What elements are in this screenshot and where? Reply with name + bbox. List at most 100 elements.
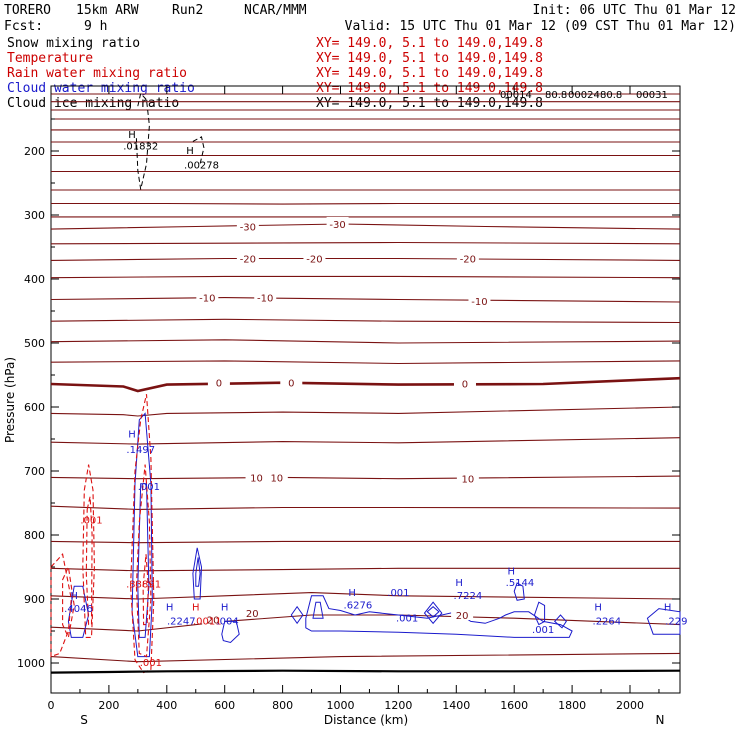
contour-annotation: H <box>192 603 200 614</box>
isotherm-label-bg <box>207 375 230 388</box>
isotherm-line <box>50 257 681 261</box>
contour-annotation: H <box>166 603 174 614</box>
field-legend: Snow mixing ratio XY= 149.0, 5.1 to 149.… <box>7 36 543 111</box>
cloud-water-contour <box>305 595 573 638</box>
field-range: XY= 149.0, 5.1 to 149.0,149.8 <box>316 81 543 96</box>
y-tick-label: 400 <box>24 273 45 286</box>
model-config: 15km ARW <box>76 3 139 18</box>
contour-annotation: H <box>594 603 602 614</box>
contour-annotation: H <box>221 603 229 614</box>
contour-annotation: .001 <box>396 613 418 624</box>
contour-annotation: .2247 <box>167 617 196 628</box>
isotherm-label: 10 <box>250 473 263 484</box>
isotherm-label: -10 <box>257 294 273 305</box>
south-label: S <box>80 713 88 727</box>
isotherm-line <box>50 567 680 572</box>
run-name: Run2 <box>172 3 203 18</box>
isotherm-label-bg <box>468 293 491 306</box>
field-name: Cloud ice mixing ratio <box>7 96 179 111</box>
rain-contour <box>82 464 95 638</box>
contour-annotation: H <box>455 578 463 589</box>
isotherm-label: 20 <box>456 611 469 622</box>
x-tick-label: 400 <box>156 699 177 712</box>
contour-annotation: H <box>348 588 356 599</box>
field-range: XY= 149.0, 5.1 to 149.0,149.8 <box>316 36 543 51</box>
x-tick-label: 2000 <box>616 699 644 712</box>
isotherm-label-bg <box>326 216 349 229</box>
isotherm-line <box>50 275 681 279</box>
y-tick-label: 900 <box>24 593 45 606</box>
isotherm-label: 20 <box>246 609 259 620</box>
isotherm-line <box>50 339 681 344</box>
isotherm-label-bg <box>236 219 259 232</box>
isotherm-label-bg <box>456 251 479 264</box>
isotherm-line <box>50 652 681 663</box>
field-name: Cloud water mixing ratio <box>7 81 195 96</box>
model-name: TORERO <box>4 3 51 18</box>
contour-annotation: H <box>186 146 194 157</box>
overlap-label: 80.8 <box>600 90 622 101</box>
isotherm-label: -10 <box>199 294 215 305</box>
rain-contour <box>142 554 149 626</box>
isotherm-line <box>50 475 681 480</box>
fcst-label: Fcst: <box>4 19 43 34</box>
cloud-water-contour <box>423 601 443 625</box>
cloud-water-contours <box>67 412 681 658</box>
overlap-label: 00031 <box>636 90 668 101</box>
source-name: NCAR/MMM <box>244 3 307 18</box>
y-tick-label: 200 <box>24 145 45 158</box>
isotherm-label-bg <box>254 290 277 303</box>
contour-labels: -30 -30 -20 -20 -20 -10 -10 -10 0 0 0 10 10 10 20 20 20 <box>196 216 491 626</box>
contour-annotation: .2264 <box>593 617 622 628</box>
contour-annotation: .001 <box>532 625 554 636</box>
x-tick-label: 0 <box>48 699 55 712</box>
isotherm-line <box>51 202 680 205</box>
rain-contour <box>62 565 75 640</box>
isotherm-label-bg <box>280 375 303 388</box>
isotherm-label-bg <box>241 606 264 619</box>
field-name: Temperature <box>7 51 93 66</box>
contour-annotation: .001 <box>387 588 409 599</box>
x-tick-label: 1000 <box>327 699 355 712</box>
x-axis-label: Distance (km) <box>324 713 408 727</box>
isotherm-label: -30 <box>329 220 345 231</box>
contour-annotation: H <box>508 567 516 578</box>
isotherm-label-bg <box>303 251 326 264</box>
isotherm-label-bg <box>202 612 225 625</box>
isotherm-label: 0 <box>462 379 468 390</box>
cloud-water-contour <box>533 601 546 626</box>
isotherm-label: -20 <box>306 255 322 266</box>
y-tick-label: 500 <box>24 337 45 350</box>
contour-annotation: .00278 <box>184 160 219 171</box>
isotherm-label: -20 <box>460 255 476 266</box>
cloud-water-contour <box>312 601 324 619</box>
snow-contour <box>192 136 205 164</box>
contour-annotation: .1497 <box>126 445 155 456</box>
isotherm-line <box>50 592 681 600</box>
cloud-water-contour <box>137 483 150 638</box>
plot-frame <box>50 85 681 694</box>
rain-contour <box>130 394 155 674</box>
contour-annotation: .0011 <box>193 617 222 628</box>
isotherm-line <box>50 297 681 303</box>
snow-contours <box>135 92 205 190</box>
isotherm-line <box>50 406 681 417</box>
field-name: Snow mixing ratio <box>7 36 140 51</box>
cloud-water-contour <box>553 614 567 629</box>
isotherm-line <box>50 360 681 365</box>
terrain-surface <box>50 669 681 674</box>
overlap-label: 00014 <box>500 90 532 101</box>
rain-contour <box>135 464 152 658</box>
x-tick-label: 1800 <box>558 699 586 712</box>
field-range: XY= 149.0, 5.1 to 149.0,149.8 <box>316 51 543 66</box>
contour-annotation: .229 <box>665 617 687 628</box>
isotherm-line <box>50 540 680 544</box>
contour-annotation: H <box>128 430 136 441</box>
rain-contour <box>85 496 93 626</box>
isotherm-label: -10 <box>471 297 487 308</box>
y-tick-label: 1000 <box>17 657 45 670</box>
header: TORERO 15km ARW Run2 NCAR/MMM Init: 06 U… <box>4 3 736 34</box>
snow-contour <box>135 92 150 190</box>
cloud-water-contour <box>290 605 304 625</box>
